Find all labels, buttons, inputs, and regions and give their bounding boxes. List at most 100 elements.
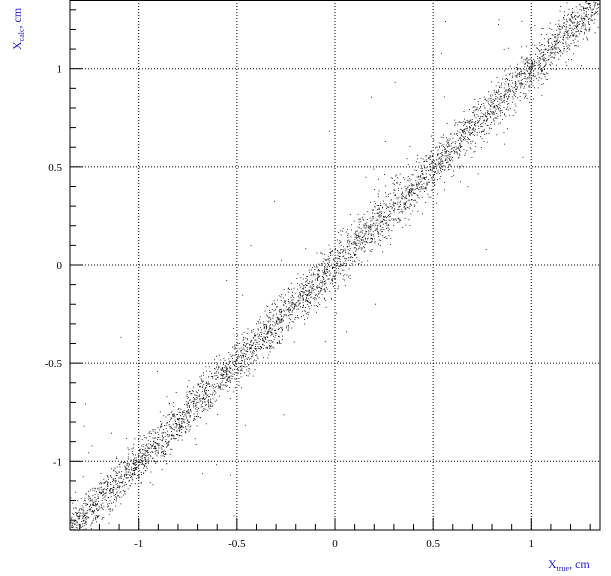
data-point	[272, 303, 273, 305]
data-point	[222, 364, 224, 365]
data-point	[138, 454, 139, 456]
data-point	[198, 396, 200, 398]
data-point	[131, 483, 133, 485]
data-point	[372, 231, 374, 233]
data-point	[391, 230, 393, 232]
data-point	[233, 354, 235, 356]
data-point	[301, 316, 303, 318]
data-points	[70, 0, 600, 531]
data-point	[178, 429, 180, 431]
data-point	[351, 242, 353, 244]
data-point	[303, 287, 305, 289]
data-point	[332, 280, 334, 282]
data-point	[302, 297, 304, 299]
data-point	[232, 375, 234, 377]
data-point	[126, 468, 128, 470]
data-point	[269, 345, 271, 347]
data-point	[311, 287, 313, 289]
data-point	[363, 219, 365, 221]
data-point	[119, 466, 121, 468]
data-point	[359, 235, 361, 237]
data-point	[124, 465, 126, 467]
data-point	[85, 522, 87, 523]
data-point	[264, 326, 265, 328]
data-point	[222, 380, 224, 382]
data-point	[219, 386, 221, 388]
data-point	[188, 410, 190, 412]
data-point	[168, 444, 170, 446]
data-point	[301, 295, 303, 297]
data-point	[167, 430, 169, 432]
data-point	[217, 376, 219, 378]
data-point	[408, 194, 410, 196]
data-point	[567, 33, 569, 35]
data-point	[594, 32, 596, 34]
data-point	[575, 14, 577, 16]
data-point	[540, 49, 542, 51]
data-point	[93, 510, 95, 512]
data-point	[503, 87, 505, 89]
data-point	[469, 123, 471, 124]
data-point	[241, 370, 243, 372]
data-point	[409, 194, 410, 196]
data-point	[229, 379, 231, 381]
data-point	[92, 487, 94, 489]
data-point	[84, 518, 86, 520]
data-point	[92, 520, 94, 522]
data-point	[161, 422, 163, 424]
data-point	[245, 374, 247, 376]
data-point	[208, 399, 210, 401]
data-point	[383, 218, 385, 220]
data-point	[370, 228, 372, 230]
data-point	[533, 63, 535, 65]
data-point	[322, 276, 324, 278]
data-point	[371, 219, 373, 221]
data-point	[432, 163, 434, 165]
data-point	[554, 36, 556, 37]
data-point	[344, 263, 346, 265]
data-point	[300, 295, 302, 297]
data-point	[185, 415, 187, 417]
data-point	[312, 298, 314, 299]
data-point	[102, 517, 103, 519]
data-point	[500, 92, 502, 94]
data-point	[528, 90, 530, 92]
y-tick-label: 0	[57, 260, 63, 272]
data-point	[214, 375, 216, 377]
data-point	[350, 254, 352, 255]
data-point	[550, 52, 552, 54]
data-point	[117, 485, 118, 487]
data-point	[522, 84, 524, 86]
data-point	[194, 398, 196, 399]
data-point	[516, 68, 518, 70]
data-point	[94, 487, 96, 489]
data-point	[85, 521, 87, 523]
data-point	[196, 406, 198, 408]
data-point	[155, 432, 157, 434]
data-point	[411, 191, 413, 193]
data-point	[545, 34, 547, 36]
data-point	[374, 238, 376, 240]
data-point	[585, 7, 587, 9]
data-point	[181, 419, 183, 421]
data-point	[387, 227, 389, 229]
data-point	[83, 425, 85, 427]
data-point	[454, 143, 456, 145]
data-point	[157, 427, 159, 429]
data-point	[447, 161, 449, 163]
data-point	[334, 259, 336, 261]
data-point	[479, 131, 481, 133]
data-point	[449, 154, 451, 156]
data-point	[424, 167, 426, 169]
data-point	[440, 159, 442, 161]
data-point	[547, 41, 549, 43]
data-point	[212, 405, 214, 407]
data-point	[327, 262, 329, 264]
data-point	[362, 243, 364, 245]
data-point	[138, 464, 140, 466]
data-point	[178, 419, 180, 421]
data-point	[218, 385, 220, 387]
data-point	[185, 401, 187, 403]
data-point	[204, 398, 206, 400]
data-point	[353, 260, 355, 262]
